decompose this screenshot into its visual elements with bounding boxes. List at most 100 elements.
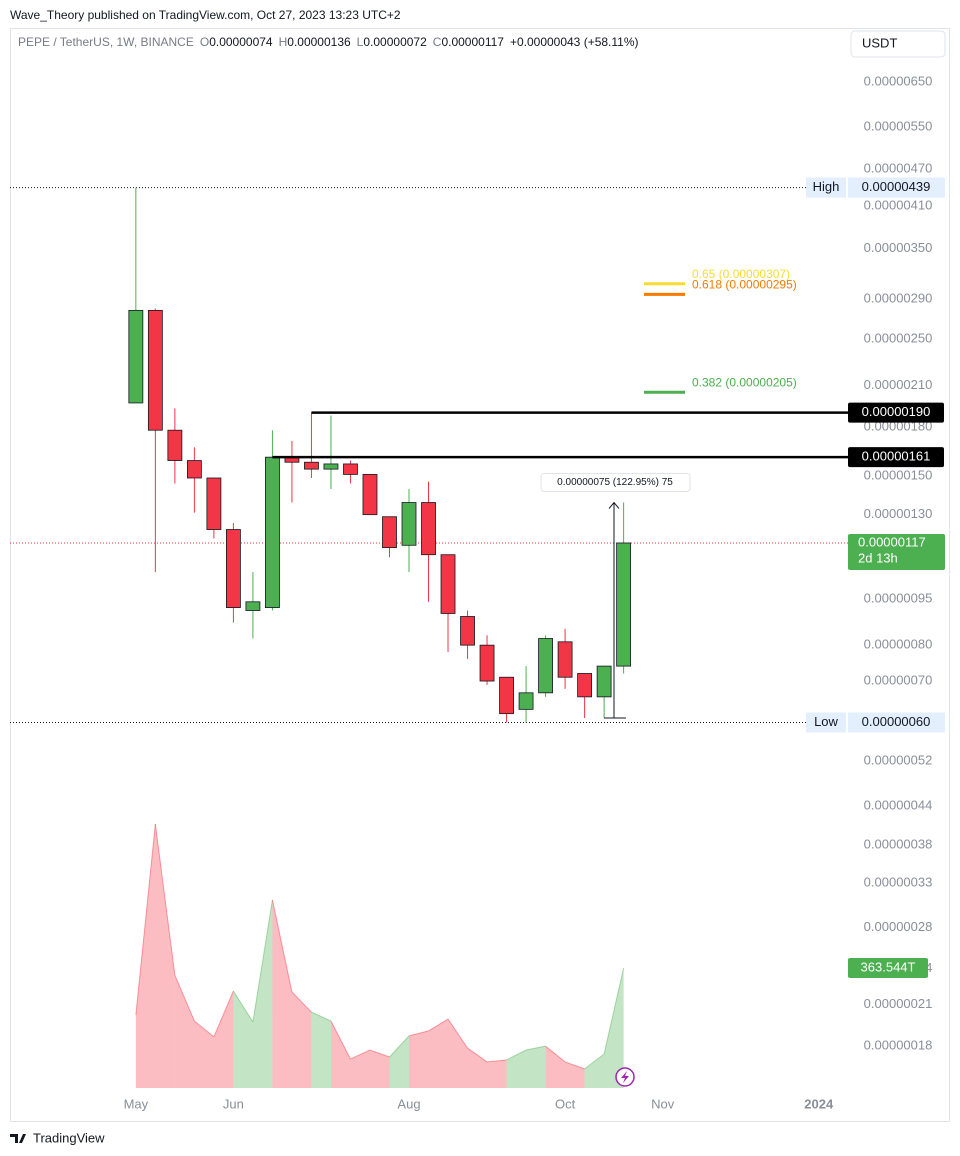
y-tick-label: 0.00000210 — [864, 377, 933, 392]
candle-body — [479, 644, 495, 682]
y-tick-label: 0.00000130 — [864, 506, 933, 521]
y-tick-label: 0.00000470 — [864, 161, 933, 176]
volume-edge — [584, 1053, 605, 1070]
volume-edge — [311, 1011, 332, 1022]
candle-body — [460, 616, 475, 646]
candle-body — [343, 463, 358, 475]
candle-body — [128, 309, 144, 404]
volume-area — [565, 1061, 585, 1088]
volume-area — [604, 968, 624, 1088]
extreme-value: 0.00000439 — [862, 179, 931, 194]
volume-area — [369, 1050, 390, 1088]
plot: 0.00000650 0.00000550 0.00000470 0.00000410… — [10, 74, 945, 1111]
event-icon-bolt — [621, 1071, 629, 1083]
candle-body — [401, 502, 417, 546]
volume-edge — [389, 1035, 410, 1058]
candle-body — [577, 673, 593, 698]
countdown: 2d 13h — [858, 550, 898, 565]
x-tick-label: May — [124, 1096, 149, 1111]
ohlc-key: L — [357, 35, 364, 49]
volume-area — [135, 824, 156, 1088]
published-note: Wave_Theory published on TradingView.com… — [10, 8, 401, 22]
volume-edge — [486, 1059, 507, 1063]
level-label: 0.00000190 — [862, 404, 931, 419]
level-label-box — [848, 447, 944, 468]
volume-area — [194, 1021, 214, 1088]
extreme-key: High — [813, 179, 840, 194]
last-price-label: 0.00000117 — [858, 534, 926, 549]
volume-area — [526, 1046, 546, 1088]
candle-body — [167, 429, 183, 461]
volume-edge — [525, 1045, 546, 1051]
measure-arrow — [608, 501, 620, 509]
x-tick-label: 2024 — [804, 1096, 834, 1111]
volume-area — [545, 1046, 566, 1088]
volume-edge — [174, 974, 195, 1022]
ohlc-key: O — [200, 35, 209, 49]
volume-edge — [428, 1018, 449, 1032]
volume-edge — [564, 1061, 585, 1070]
symbol: PEPE / TetherUS, 1W, BINANCE — [18, 35, 194, 49]
volume-edge — [213, 990, 234, 1038]
y-tick-label: 0.00000033 — [864, 875, 933, 890]
y-tick-label: 0.00000080 — [864, 637, 933, 652]
y-tick-label: 0.00000290 — [864, 290, 933, 305]
currency[interactable]: USDT — [862, 35, 897, 50]
x-tick-label: Nov — [651, 1096, 675, 1111]
candle-body — [362, 474, 378, 516]
volume-edge — [154, 823, 176, 976]
extreme-key: Low — [814, 714, 838, 729]
y-tick-label: 0.00000095 — [864, 590, 933, 605]
volume-edge — [194, 1020, 215, 1038]
candle-body — [382, 516, 397, 549]
y-tick-label: 0.00000250 — [864, 330, 933, 345]
ohlc-value: 0.00000072 — [363, 35, 427, 49]
candle-body — [557, 641, 573, 678]
measure-label: 0.00000075 (122.95%) 75 — [557, 477, 673, 488]
volume-area — [428, 1019, 449, 1088]
y-tick-label: 0.00000650 — [864, 74, 933, 89]
volume-edge — [330, 1020, 351, 1060]
volume-area — [213, 990, 234, 1088]
volume-edge — [447, 1018, 468, 1049]
volume-edge — [232, 990, 254, 1023]
y-tick-label: 0.00000410 — [864, 197, 933, 212]
x-tick-label: Jun — [223, 1096, 244, 1111]
brand: TradingView — [33, 1130, 105, 1145]
legend: PEPE / TetherUS, 1W, BINANCE O0.00000074 H… — [18, 35, 639, 49]
y-tick-label: 0.00000018 — [864, 1038, 933, 1053]
extreme-value-box — [848, 177, 945, 198]
ohlc-value: 0.00000117 — [441, 35, 504, 49]
volume-area — [506, 1050, 527, 1088]
candle-body — [499, 676, 514, 715]
ohlc-value: 0.00000074 — [209, 35, 273, 49]
extreme-value: 0.00000060 — [862, 714, 931, 729]
volume-area — [330, 1021, 351, 1088]
candle-body — [245, 601, 261, 611]
candle-body — [206, 477, 222, 530]
volume-edge — [135, 823, 156, 1016]
volume-edge — [545, 1045, 566, 1063]
volume-area — [389, 1035, 410, 1088]
candle-body — [421, 502, 436, 556]
volume-area — [409, 1030, 429, 1088]
volume-area — [291, 991, 312, 1088]
y-tick-label: 0.00000021 — [864, 996, 933, 1011]
volume-area — [311, 1012, 331, 1088]
volume-edge — [408, 1030, 429, 1037]
y-tick-label: 0.00000052 — [864, 752, 933, 767]
ohlc-value: 0.00000136 — [287, 35, 351, 49]
level-label-box — [848, 402, 944, 423]
fib-label: 0.618 (0.00000295) — [692, 278, 797, 292]
candle-body — [596, 665, 612, 698]
volume-area — [448, 1019, 468, 1088]
ohlc-key: H — [279, 35, 288, 49]
candle-body — [440, 554, 456, 614]
x-tick-label: Aug — [397, 1096, 420, 1111]
level-label: 0.00000161 — [862, 449, 931, 464]
volume-edge — [350, 1049, 371, 1060]
logo-icon — [10, 1134, 26, 1143]
y-tick-label: 0.00000150 — [864, 468, 933, 483]
currency-button[interactable] — [850, 30, 946, 58]
